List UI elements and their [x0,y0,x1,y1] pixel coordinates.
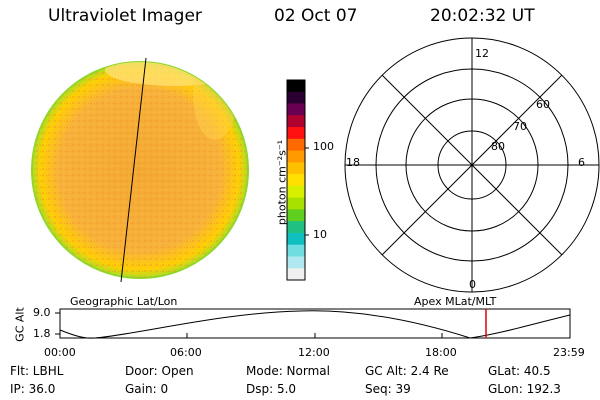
y-tick-9: 9.0 [33,306,51,319]
colorbar-units-label: photon cm⁻²s⁻¹ [275,139,289,226]
x-tick-1200: 12:00 [298,346,330,359]
x-tick-0600: 06:00 [170,346,202,359]
mlt-label-6: 6 [578,156,585,169]
instrument-title: Ultraviolet Imager [48,6,202,26]
color-scale-bar [286,79,306,281]
glat-status: GLat: 40.5 [488,364,551,378]
ip-status: IP: 36.0 [10,382,56,396]
colorbar-band [287,256,305,269]
colorbar-frame [286,79,306,281]
x-tick-2359: 23:59 [553,346,585,359]
colorbar-band [287,209,305,222]
colorbar-band [287,221,305,234]
polar-grid [344,37,600,293]
x-tick-0000: 00:00 [44,346,76,359]
terminator-line [120,57,147,283]
dsp-status: Dsp: 5.0 [246,382,297,396]
mlt-label-0: 0 [469,278,476,291]
glon-status: GLon: 192.3 [488,382,561,396]
colorbar-band [287,232,305,246]
colorbar-band [287,115,305,128]
colorbar-band [287,268,305,281]
mlt-label-12: 12 [475,47,489,60]
colorbar-tick-100: 100 [313,140,334,153]
mlt-label-18: 18 [346,156,360,169]
y-tick-1-8: 1.8 [33,327,51,340]
mode-status: Mode: Normal [246,364,330,378]
lat-label-80: 80 [491,140,505,153]
observation-time: 20:02:32 UT [430,6,535,26]
colorbar-band [287,80,305,93]
colorbar-band [287,138,305,152]
door-status: Door: Open [125,364,194,378]
seq-status: Seq: 39 [365,382,411,396]
filter-status: Flt: LBHL [10,364,64,378]
colorbar-band [287,174,305,187]
colorbar-tick-10: 10 [313,228,327,241]
x-tick-1800: 18:00 [425,346,457,359]
colorbar-band [287,150,305,163]
y-axis-label: GC Alt [13,307,27,342]
colorbar-band [287,244,305,257]
right-caption: Apex MLat/MLT [414,295,497,308]
colorbar-band [287,103,305,116]
gc-alt-status: GC Alt: 2.4 Re [365,364,449,378]
colorbar-band [287,162,305,175]
altitude-curve [59,310,571,339]
lat-label-60: 60 [536,98,550,111]
observation-date: 02 Oct 07 [274,6,358,26]
lat-label-70: 70 [513,120,527,133]
colorbar-band [287,197,305,210]
left-caption: Geographic Lat/Lon [70,295,178,308]
colorbar-band [287,185,305,199]
colorbar-band [287,91,305,105]
colorbar-band [287,127,305,140]
gain-status: Gain: 0 [125,382,169,396]
uv-image-disk [31,57,249,283]
altitude-plot [55,308,571,339]
